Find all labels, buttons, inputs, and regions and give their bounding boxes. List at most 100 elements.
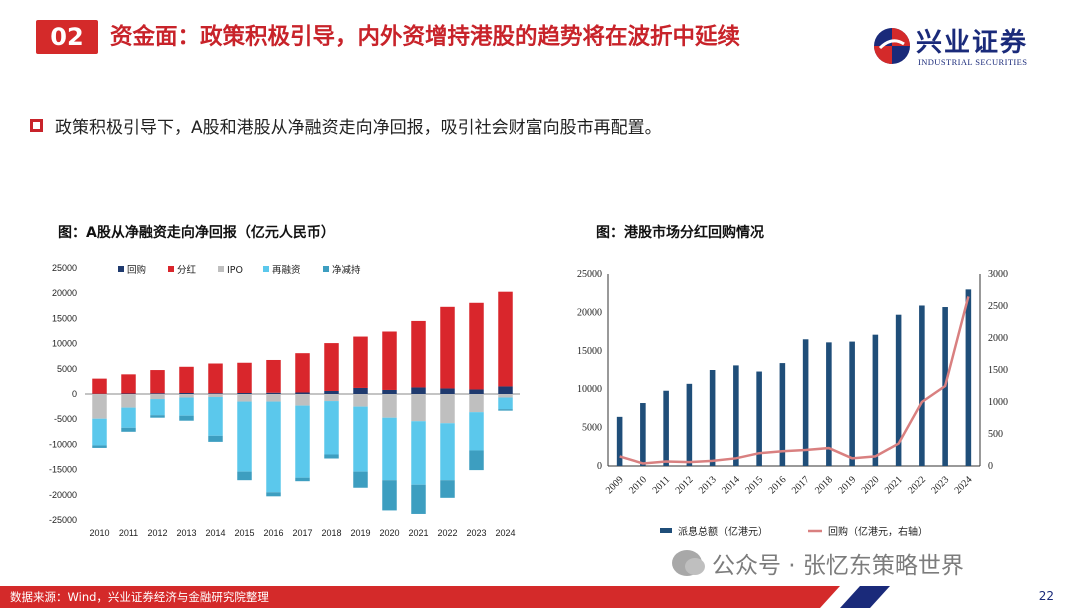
bullet-text: 政策积极引导下，A股和港股从净融资走向净回报，吸引社会财富向股市再配置。	[55, 117, 662, 138]
bar-segment	[179, 392, 194, 394]
dividend-bar	[616, 416, 623, 466]
bar-segment	[498, 291, 513, 387]
bar-segment	[353, 406, 368, 472]
y-tick-label: -5000	[54, 414, 77, 424]
company-logo: 兴业证券 INDUSTRIAL SECURITIES	[872, 22, 1062, 72]
wechat-icon	[672, 550, 705, 576]
slide-header: 02 资金面：政策积极引导，内外资增持港股的趋势将在波折中延续 兴业证券 IND…	[0, 0, 1080, 82]
bar-segment	[440, 306, 455, 389]
x-tick-label: 2023	[466, 528, 486, 538]
bar-segment	[353, 471, 368, 488]
y-tick-label: 0	[72, 389, 77, 399]
x-tick-label: 2019	[836, 474, 858, 496]
hk-dividend-buyback-chart: 2500020000150001000050000300025002000150…	[577, 269, 1008, 538]
bar-segment	[411, 421, 426, 485]
bar-segment	[295, 405, 310, 478]
dividend-bar	[733, 365, 739, 466]
x-tick-label: 2014	[205, 528, 225, 538]
bar-segment	[150, 399, 165, 416]
x-tick-label: 2010	[627, 474, 649, 496]
chart1-title: 图：A股从净融资走向净回报（亿元人民币）	[58, 225, 335, 241]
bar-segment	[208, 435, 223, 442]
x-tick-label: 2017	[292, 528, 312, 538]
dividend-bar	[779, 363, 786, 466]
x-tick-label: 2010	[89, 528, 109, 538]
legend-swatch	[118, 266, 124, 272]
slide-footer: 数据来源：Wind，兴业证券经济与金融研究院整理 22	[0, 586, 1080, 608]
bullet-point: 政策积极引导下，A股和港股从净融资走向净回报，吸引社会财富向股市再配置。	[30, 112, 662, 138]
bar-segment	[411, 387, 426, 394]
bar-segment	[150, 393, 165, 394]
legend-swatch	[263, 266, 269, 272]
y-tick-label: 10000	[52, 339, 77, 349]
y-right-tick-label: 2500	[988, 301, 1008, 312]
bar-segment	[266, 401, 281, 493]
bar-segment	[498, 394, 513, 398]
bar-segment	[92, 445, 107, 448]
y-left-tick-label: 20000	[577, 307, 602, 318]
y-right-tick-label: 2000	[988, 333, 1008, 344]
bar-segment	[295, 392, 310, 394]
bar-segment	[121, 427, 136, 432]
bar-segment	[150, 370, 165, 394]
legend-swatch	[323, 266, 329, 272]
footer-band	[0, 586, 1080, 608]
legend-swatch-dividend	[660, 528, 672, 533]
x-tick-label: 2018	[813, 474, 835, 496]
x-tick-label: 2012	[147, 528, 167, 538]
x-tick-label: 2016	[767, 474, 789, 496]
y-tick-label: -25000	[49, 515, 77, 525]
y-right-tick-label: 3000	[988, 269, 1008, 280]
x-tick-label: 2013	[697, 474, 719, 496]
x-tick-label: 2021	[408, 528, 428, 538]
bar-segment	[179, 415, 194, 421]
bar-segment	[498, 397, 513, 410]
bar-segment	[324, 390, 339, 394]
bar-segment	[208, 393, 223, 394]
bar-segment	[179, 397, 194, 416]
bar-segment	[92, 394, 107, 419]
footer-accent	[820, 586, 1080, 608]
logo-text: 兴业证券	[916, 28, 1029, 58]
x-tick-label: 2012	[674, 474, 696, 496]
bar-segment	[440, 480, 455, 498]
bar-segment	[266, 492, 281, 497]
bar-segment	[237, 471, 252, 481]
x-tick-label: 2024	[495, 528, 515, 538]
bar-segment	[208, 397, 223, 436]
y-tick-label: 25000	[52, 263, 77, 273]
logo-subtext: INDUSTRIAL SECURITIES	[918, 57, 1028, 67]
bar-segment	[237, 401, 252, 472]
dividend-bar	[895, 314, 902, 466]
y-left-tick-label: 5000	[582, 423, 602, 434]
legend-swatch	[218, 266, 224, 272]
x-tick-label: 2020	[860, 474, 882, 496]
y-tick-label: -10000	[49, 439, 77, 449]
bar-segment	[469, 412, 484, 451]
y-tick-label: 20000	[52, 288, 77, 298]
page-number: 22	[1038, 589, 1054, 603]
data-source-note: 数据来源：Wind，兴业证券经济与金融研究院整理	[10, 590, 269, 604]
legend-label: 净减持	[332, 264, 361, 276]
bar-segment	[92, 378, 107, 394]
x-tick-label: 2022	[437, 528, 457, 538]
y-right-tick-label: 1500	[988, 365, 1008, 376]
slide-title: 资金面：政策积极引导，内外资增持港股的趋势将在波折中延续	[110, 24, 741, 50]
bar-segment	[121, 374, 136, 394]
dividend-bar	[919, 305, 925, 466]
bar-segment	[208, 394, 223, 398]
dividend-bar	[872, 334, 879, 466]
dividend-bar	[663, 390, 669, 466]
bar-segment	[498, 409, 513, 411]
bar-segment	[179, 394, 194, 398]
bar-segment	[382, 394, 397, 418]
bar-segment	[324, 454, 339, 459]
bar-segment	[382, 389, 397, 394]
dividend-bar	[826, 342, 832, 466]
dividend-bar	[756, 371, 762, 466]
bar-segment	[498, 386, 513, 394]
dividend-bar	[686, 383, 693, 466]
bar-segment	[411, 394, 426, 422]
x-tick-label: 2013	[176, 528, 196, 538]
x-tick-label: 2011	[119, 528, 138, 538]
